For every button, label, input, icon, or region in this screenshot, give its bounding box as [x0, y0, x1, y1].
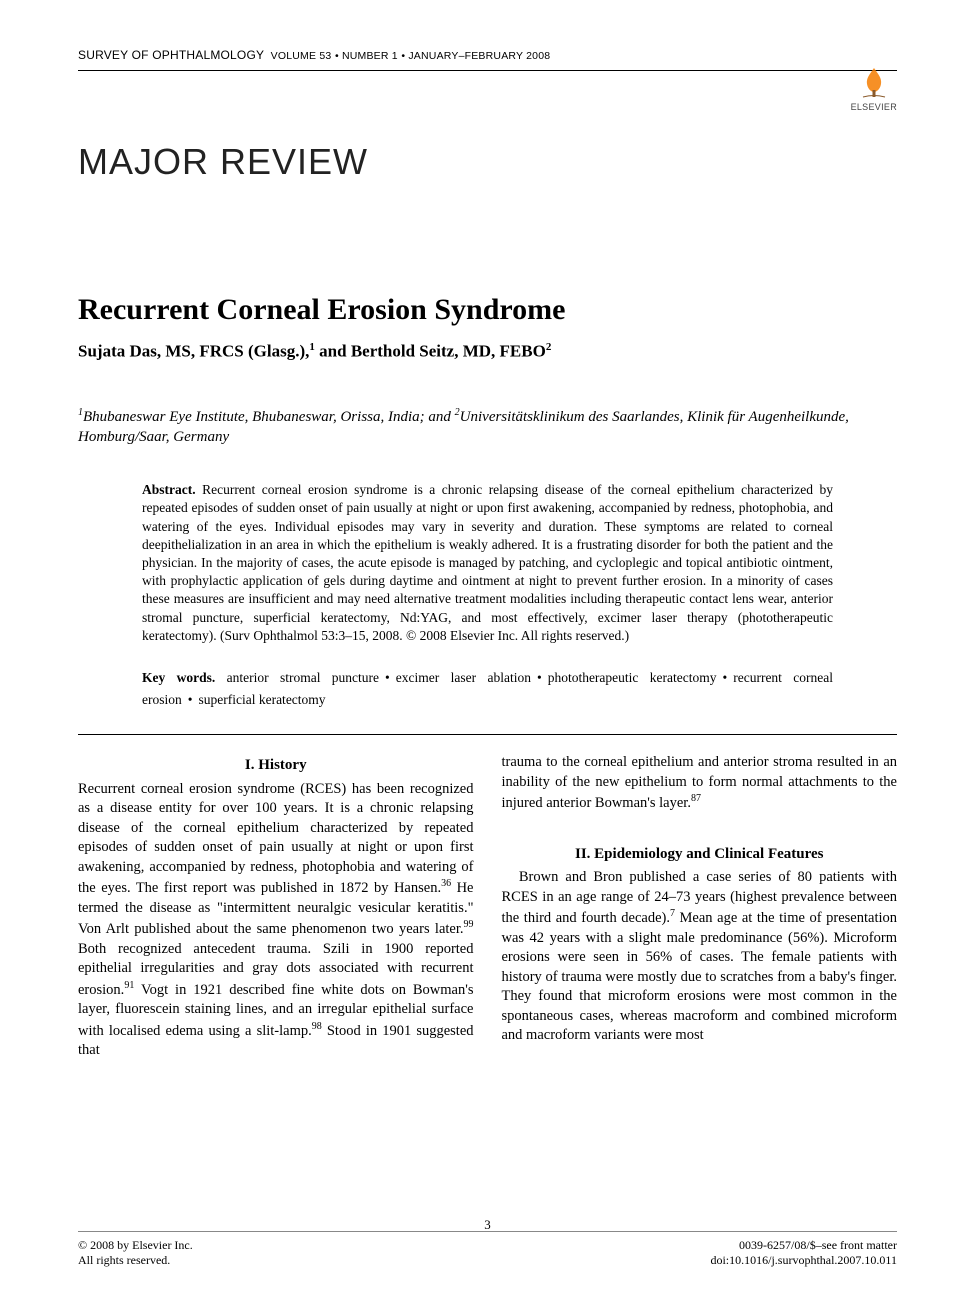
footer-rule: [78, 1231, 897, 1232]
author-2: and Berthold Seitz, MD, FEBO: [315, 342, 546, 361]
keywords: Key words. anterior stromal puncture•exc…: [142, 667, 833, 710]
spacer: [502, 814, 898, 842]
affiliations: 1Bhubaneswar Eye Institute, Bhubaneswar,…: [78, 406, 897, 448]
body-paragraph: trauma to the corneal epithelium and ant…: [502, 753, 898, 814]
section-heading-2: II. Epidemiology and Clinical Features: [502, 844, 898, 864]
body-paragraph: Brown and Bron published a case series o…: [502, 868, 898, 1046]
running-head: SURVEY OF OPHTHALMOLOGY VOLUME 53 • NUMB…: [78, 48, 897, 62]
section-label: MAJOR REVIEW: [78, 141, 897, 183]
volume-label: VOLUME 53: [268, 50, 332, 62]
mid-rule: [78, 734, 897, 735]
author-2-affil-sup: 2: [546, 341, 552, 353]
citation-ref[interactable]: 99: [464, 919, 474, 930]
footer-left: © 2008 by Elsevier Inc. All rights reser…: [78, 1238, 193, 1269]
citation-ref[interactable]: 91: [124, 980, 134, 991]
keyword-sep: •: [531, 670, 548, 685]
article-title: Recurrent Corneal Erosion Syndrome: [78, 293, 897, 327]
page-footer: © 2008 by Elsevier Inc. All rights reser…: [78, 1231, 897, 1269]
footer-right: 0039-6257/08/$–see front matter doi:10.1…: [710, 1238, 897, 1269]
issue-label: NUMBER 1: [342, 50, 398, 62]
author-1: Sujata Das, MS, FRCS (Glasg.),: [78, 342, 309, 361]
keyword-sep: •: [379, 670, 396, 685]
abstract-label: Abstract.: [142, 482, 196, 497]
issn-line: 0039-6257/08/$–see front matter: [710, 1238, 897, 1254]
rights-line: All rights reserved.: [78, 1253, 193, 1269]
doi-line: doi:10.1016/j.survophthal.2007.10.011: [710, 1253, 897, 1269]
keyword-item: anterior stromal puncture: [227, 670, 379, 685]
publisher-logo: ELSEVIER: [851, 64, 897, 112]
column-right: trauma to the corneal epithelium and ant…: [502, 753, 898, 1060]
author-line: Sujata Das, MS, FRCS (Glasg.),1 and Bert…: [78, 341, 897, 362]
copyright-line: © 2008 by Elsevier Inc.: [78, 1238, 193, 1254]
keyword-item: phototherapeutic keratectomy: [548, 670, 717, 685]
elsevier-tree-icon: [857, 64, 891, 100]
citation-ref[interactable]: 98: [312, 1021, 322, 1032]
body-columns: I. History Recurrent corneal erosion syn…: [78, 753, 897, 1060]
keyword-sep: •: [182, 692, 199, 707]
body-paragraph: Recurrent corneal erosion syndrome (RCES…: [78, 780, 474, 1061]
keyword-item: superficial keratectomy: [198, 692, 325, 707]
journal-name: SURVEY OF OPHTHALMOLOGY: [78, 48, 264, 62]
citation-ref[interactable]: 36: [441, 878, 451, 889]
date-label: JANUARY–FEBRUARY 2008: [408, 50, 550, 62]
section-heading-1: I. History: [78, 755, 474, 775]
keywords-label: Key words.: [142, 670, 215, 685]
top-rule: [78, 70, 897, 71]
bullet: •: [335, 50, 342, 62]
abstract: Abstract. Recurrent corneal erosion synd…: [142, 481, 833, 645]
publisher-name: ELSEVIER: [851, 102, 897, 112]
column-left: I. History Recurrent corneal erosion syn…: [78, 753, 474, 1060]
keyword-sep: •: [716, 670, 733, 685]
citation-ref[interactable]: 87: [691, 793, 701, 804]
keyword-item: excimer laser ablation: [396, 670, 531, 685]
affil-1: Bhubaneswar Eye Institute, Bhubaneswar, …: [83, 409, 455, 425]
abstract-text: Recurrent corneal erosion syndrome is a …: [142, 482, 833, 643]
